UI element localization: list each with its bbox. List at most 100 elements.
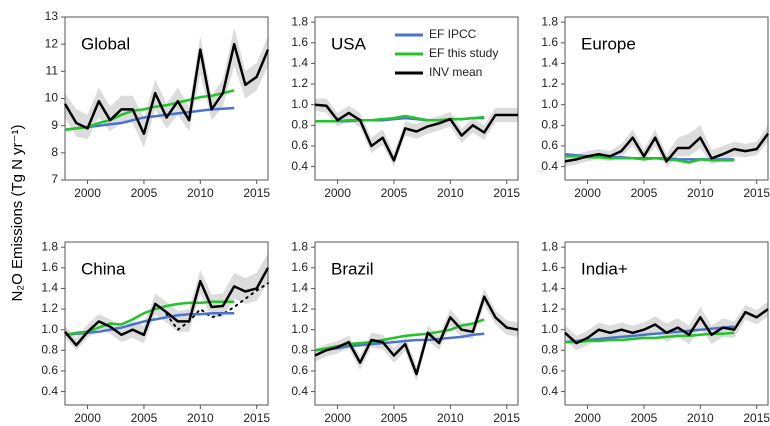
y-tick-label: 12 — [45, 36, 59, 50]
y-tick-label: 0.4 — [41, 384, 58, 398]
y-tick-label: 0.6 — [541, 138, 558, 152]
series-line — [63, 42, 270, 136]
plot-frame — [314, 241, 519, 406]
series-line — [315, 114, 485, 123]
y-tick-label: 8 — [51, 145, 58, 159]
x-tick-label: 2010 — [437, 411, 464, 425]
y-tick-label: 7 — [51, 172, 58, 186]
y-tick-label: 1.8 — [291, 239, 308, 253]
series-line — [314, 295, 519, 376]
y-tick-label: 1.6 — [291, 35, 308, 49]
y-tick-label: 1.0 — [291, 97, 308, 111]
series-line — [64, 89, 235, 131]
series-line — [565, 331, 735, 344]
y-tick-label: 9 — [51, 118, 58, 132]
y-tick-label: 1.8 — [41, 239, 58, 253]
y-tick-label: 1.2 — [41, 301, 58, 315]
y-tick-label: 0.6 — [541, 363, 558, 377]
y-tick-label: 0.6 — [291, 363, 308, 377]
x-tick-label: 2005 — [131, 186, 158, 200]
y-tick-label: 0.4 — [291, 159, 308, 173]
x-tick-label: 2015 — [243, 186, 270, 200]
y-tick-label: 0.8 — [541, 342, 558, 356]
y-tick-label: 0.6 — [291, 138, 308, 152]
panel-title: Global — [81, 34, 130, 53]
x-tick-label: 2005 — [381, 186, 408, 200]
y-tick-label: 1.4 — [541, 56, 558, 70]
x-tick-label: 2010 — [187, 186, 214, 200]
y-tick-label: 1.2 — [291, 301, 308, 315]
y-tick-label: 1.2 — [541, 76, 558, 90]
y-tick-label: 13 — [45, 9, 59, 23]
y-tick-label: 1.6 — [541, 260, 558, 274]
panel-title: India+ — [581, 259, 628, 278]
series-line — [564, 325, 735, 344]
plot-frame — [564, 16, 769, 181]
x-tick-label: 2010 — [187, 411, 214, 425]
x-tick-label: 2000 — [74, 186, 101, 200]
x-tick-label: 2015 — [493, 186, 520, 200]
x-tick-label: 2005 — [631, 411, 658, 425]
panel-title: USA — [331, 34, 367, 53]
uncertainty-band — [315, 288, 518, 382]
y-tick-label: 1.6 — [291, 260, 308, 274]
x-tick-label: 2000 — [574, 186, 601, 200]
series-line — [64, 267, 270, 347]
uncertainty-band — [65, 253, 268, 351]
x-tick-label: 2000 — [574, 411, 601, 425]
x-tick-label: 2005 — [131, 411, 158, 425]
y-tick-label: 0.4 — [541, 159, 558, 173]
y-tick-label: 1.2 — [291, 76, 308, 90]
y-tick-label: 1.0 — [41, 322, 58, 336]
y-tick-label: 1.4 — [291, 281, 308, 295]
plot-frame — [314, 16, 519, 181]
series-line — [565, 155, 735, 164]
y-tick-label: 1.0 — [541, 322, 558, 336]
y-tick-label: 1.8 — [541, 14, 558, 28]
y-tick-label: 0.4 — [291, 384, 308, 398]
x-tick-label: 2005 — [631, 186, 658, 200]
plot-frame — [64, 241, 269, 406]
x-tick-label: 2015 — [243, 411, 270, 425]
y-tick-label: 0.8 — [291, 117, 308, 131]
y-tick-label: 1.6 — [541, 35, 558, 49]
series-line — [314, 103, 518, 162]
series-line — [64, 300, 235, 337]
y-tick-label: 1.4 — [541, 281, 558, 295]
y-axis-label: N₂O Emissions (Tg N yr⁻¹) — [9, 124, 26, 301]
x-tick-label: 2000 — [324, 411, 351, 425]
panel-title: Brazil — [331, 259, 374, 278]
y-tick-label: 0.4 — [541, 384, 558, 398]
y-tick-label: 1.8 — [291, 14, 308, 28]
y-tick-label: 0.8 — [291, 342, 308, 356]
y-tick-label: 1.0 — [541, 97, 558, 111]
y-tick-label: 0.8 — [541, 117, 558, 131]
y-tick-label: 0.6 — [41, 363, 58, 377]
x-tick-label: 2015 — [743, 186, 770, 200]
y-tick-label: 0.8 — [41, 342, 58, 356]
legend-label: EF IPCC — [429, 27, 477, 41]
x-tick-label: 2010 — [687, 411, 714, 425]
panel-title: Europe — [581, 34, 636, 53]
x-tick-label: 2005 — [381, 411, 408, 425]
y-tick-label: 1.6 — [41, 260, 58, 274]
plot-frame — [564, 241, 769, 406]
series-line — [564, 132, 770, 163]
x-tick-label: 2000 — [324, 186, 351, 200]
y-tick-label: 1.4 — [41, 281, 58, 295]
x-tick-label: 2010 — [687, 186, 714, 200]
panel-title: China — [81, 259, 126, 278]
dotted-line — [165, 282, 269, 332]
legend-label: EF this study — [429, 46, 498, 60]
legend-label: INV mean — [429, 65, 482, 79]
series-line — [564, 308, 769, 345]
y-tick-label: 11 — [46, 64, 59, 78]
y-tick-label: 1.8 — [541, 239, 558, 253]
x-tick-label: 2010 — [437, 186, 464, 200]
y-tick-label: 1.2 — [541, 301, 558, 315]
y-tick-label: 10 — [45, 91, 59, 105]
x-tick-label: 2000 — [74, 411, 101, 425]
series-line — [314, 332, 485, 352]
x-tick-label: 2015 — [493, 411, 520, 425]
